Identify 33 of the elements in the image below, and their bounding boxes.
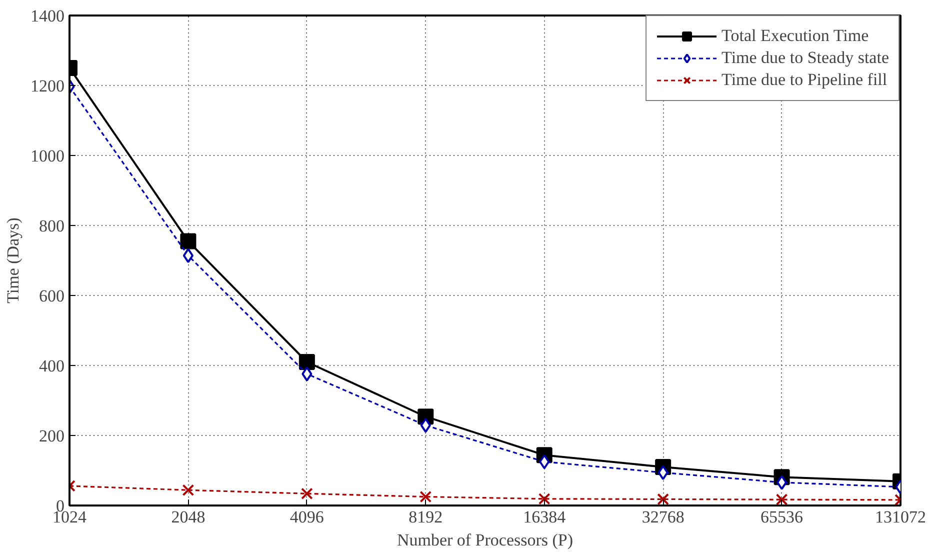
legend-label: Total Execution Time <box>722 26 869 46</box>
x-tick-label: 2048 <box>171 508 206 526</box>
y-tick-label: 200 <box>39 426 64 446</box>
point <box>182 484 194 496</box>
point <box>657 493 670 506</box>
y-tick-label: 1400 <box>30 6 64 26</box>
y-tick-label: 800 <box>39 216 64 236</box>
legend-label: Time due to Steady state <box>722 48 889 68</box>
x-tick-label: 8192 <box>408 508 443 526</box>
point <box>658 465 668 480</box>
point <box>298 354 315 370</box>
x-tick-label: 16384 <box>523 508 566 526</box>
y-tick-label: 1200 <box>30 76 64 96</box>
point <box>302 366 312 382</box>
point <box>180 233 196 250</box>
point <box>538 492 550 505</box>
y-tick-label: 600 <box>39 286 64 306</box>
point <box>776 474 788 490</box>
point <box>539 454 550 470</box>
x-tick-label: 32768 <box>642 508 684 526</box>
x-tick-label: 65536 <box>760 508 804 526</box>
y-tick-label: 400 <box>39 356 64 376</box>
point <box>420 418 431 433</box>
x-axis-title: Number of Processors (P) <box>396 530 574 550</box>
x-tick-label: 131072 <box>875 508 926 526</box>
x-tick-label: 4096 <box>290 508 324 526</box>
point <box>300 488 313 500</box>
point <box>182 248 194 264</box>
point <box>420 490 432 503</box>
y-axis-title: Time (Days) <box>4 218 22 304</box>
legend-label: Time due to Pipeline fill <box>722 70 888 90</box>
y-tick-label: 1000 <box>30 146 64 166</box>
point <box>776 494 788 506</box>
